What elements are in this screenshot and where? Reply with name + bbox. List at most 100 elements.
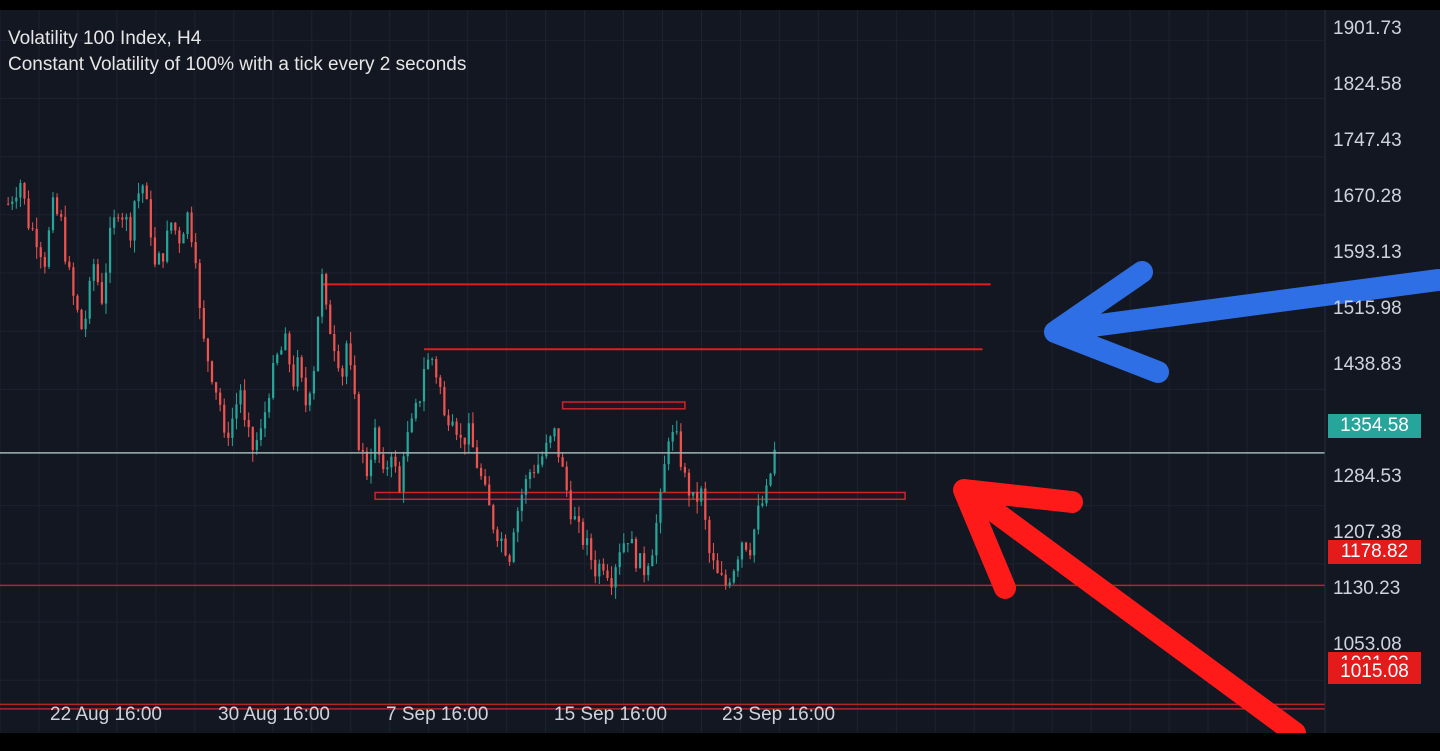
candle-body bbox=[643, 553, 646, 576]
candle-body bbox=[422, 369, 426, 402]
candle-body bbox=[679, 431, 682, 467]
candle-body bbox=[426, 359, 430, 370]
candle-body bbox=[361, 449, 364, 452]
candle-body bbox=[231, 418, 234, 438]
level-badge: 1178.82 bbox=[1328, 540, 1421, 564]
chart-panel[interactable]: Volatility 100 Index, H4 Constant Volati… bbox=[0, 10, 1440, 733]
candle-body bbox=[594, 559, 597, 577]
candle-body bbox=[121, 217, 124, 220]
date-tick: 30 Aug 16:00 bbox=[218, 704, 330, 725]
level-badge: 1015.08 bbox=[1328, 660, 1421, 684]
candle-body bbox=[390, 456, 393, 468]
candle-body bbox=[92, 264, 95, 281]
candle-body bbox=[43, 256, 46, 267]
candle-body bbox=[524, 479, 528, 495]
price-tick: 1438.83 bbox=[1333, 354, 1402, 375]
candle-body bbox=[435, 359, 438, 378]
candle-body bbox=[345, 343, 348, 377]
candle-body bbox=[357, 394, 360, 450]
candle-body bbox=[398, 466, 401, 492]
candle-body bbox=[182, 234, 185, 244]
candle-body bbox=[239, 390, 242, 405]
candle-body bbox=[320, 274, 324, 317]
candle-body bbox=[296, 357, 299, 387]
candle-body bbox=[757, 505, 760, 530]
candle-body bbox=[765, 485, 768, 504]
candle-body bbox=[51, 197, 55, 231]
candle-body bbox=[194, 242, 197, 264]
candle-body bbox=[145, 185, 148, 200]
candle-body bbox=[761, 503, 764, 506]
price-tick: 1053.08 bbox=[1333, 634, 1402, 655]
candle-body bbox=[744, 542, 748, 550]
candle-body bbox=[581, 521, 585, 545]
chart-title: Volatility 100 Index, H4 bbox=[8, 28, 202, 49]
candle-body bbox=[712, 553, 715, 561]
candle-body bbox=[740, 542, 744, 560]
candle-body bbox=[117, 217, 120, 219]
price-tick: 1747.43 bbox=[1333, 130, 1402, 151]
candle-body bbox=[520, 494, 523, 511]
candle-body bbox=[80, 309, 83, 330]
candle-body bbox=[683, 466, 687, 473]
candle-body bbox=[561, 457, 564, 467]
candle-body bbox=[459, 434, 462, 438]
candle-body bbox=[104, 272, 108, 304]
price-tick: 1207.38 bbox=[1333, 522, 1402, 543]
candle-body bbox=[325, 274, 328, 305]
candle-body bbox=[329, 304, 332, 334]
candle-body bbox=[308, 393, 311, 406]
candle-body bbox=[573, 516, 576, 520]
candle-body bbox=[353, 365, 356, 395]
candle-body bbox=[272, 363, 275, 398]
grid bbox=[0, 10, 1326, 733]
price-tick: 1284.53 bbox=[1333, 466, 1402, 487]
price-chart[interactable] bbox=[0, 10, 1440, 733]
candle-body bbox=[76, 295, 79, 310]
candle-body bbox=[663, 464, 666, 493]
candle-body bbox=[141, 185, 144, 194]
candle-body bbox=[606, 570, 609, 579]
candle-body bbox=[671, 432, 674, 442]
candle-body bbox=[773, 449, 776, 474]
candle-body bbox=[634, 538, 638, 569]
candle-body bbox=[696, 492, 699, 502]
candle-body bbox=[545, 442, 548, 457]
candle-body bbox=[675, 431, 678, 433]
candle-body bbox=[255, 440, 258, 451]
candle-body bbox=[166, 230, 169, 262]
candle-body bbox=[206, 338, 210, 362]
candle-body bbox=[161, 253, 165, 262]
candle-body bbox=[149, 199, 152, 238]
candle-body bbox=[451, 421, 454, 426]
candle-body bbox=[316, 316, 320, 372]
red-arrow-icon bbox=[953, 479, 1306, 733]
candle-body bbox=[23, 183, 26, 199]
candle-body bbox=[585, 538, 589, 545]
candle-body bbox=[137, 193, 140, 202]
candle-body bbox=[133, 201, 136, 241]
candle-body bbox=[210, 361, 214, 383]
candle-body bbox=[394, 456, 397, 467]
chart-subtitle: Constant Volatility of 100% with a tick … bbox=[8, 54, 467, 75]
candle-body bbox=[630, 538, 634, 544]
candle-body bbox=[190, 212, 193, 243]
date-tick: 15 Sep 16:00 bbox=[554, 704, 668, 725]
candle-body bbox=[72, 267, 75, 296]
candle-body bbox=[406, 432, 409, 457]
candle-body bbox=[504, 538, 507, 556]
price-tick: 1901.73 bbox=[1333, 18, 1402, 39]
candle-body bbox=[129, 216, 132, 241]
candle-body bbox=[247, 420, 250, 428]
candle-body bbox=[300, 357, 303, 378]
candle-body bbox=[602, 563, 605, 571]
candle-body bbox=[622, 543, 625, 553]
candle-body bbox=[174, 222, 177, 231]
candle-body bbox=[565, 466, 568, 491]
candle-body bbox=[626, 543, 629, 545]
candle-body bbox=[541, 456, 544, 465]
candle-body bbox=[475, 447, 479, 468]
candle-body bbox=[284, 333, 287, 351]
candle-body bbox=[125, 216, 128, 220]
candle-body bbox=[443, 386, 446, 416]
